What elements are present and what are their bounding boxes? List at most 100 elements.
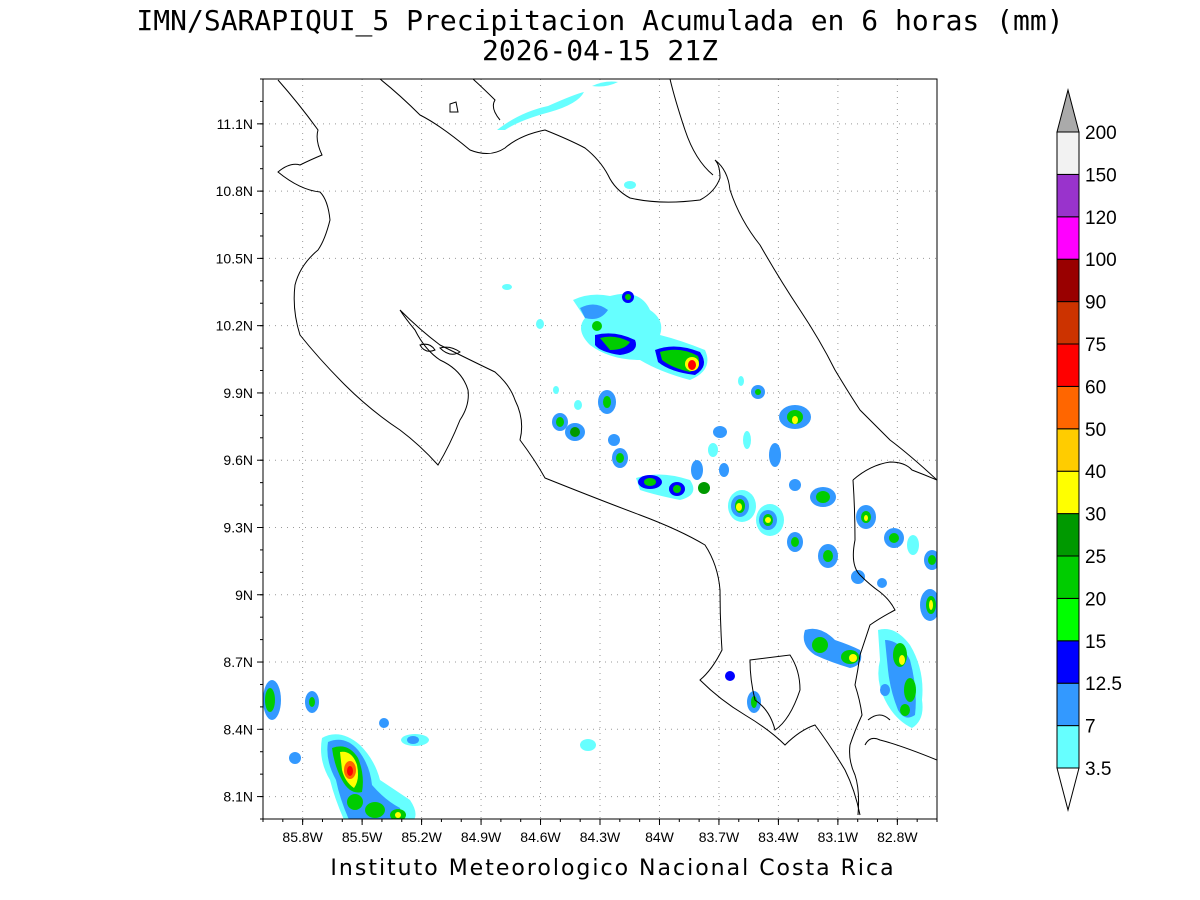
map-valid-time: 2026-04-15 21Z: [481, 34, 718, 67]
colorbar-swatch: [1056, 173, 1080, 218]
precip-patch: [708, 443, 718, 457]
precip-patch: [719, 463, 729, 477]
colorbar-swatch: [1056, 725, 1080, 769]
coastline: [749, 654, 801, 731]
lat-tick-label: 8.1N: [223, 789, 253, 805]
lon-tick-label: 85.5W: [342, 829, 383, 845]
latitude-ticks: 11.1N 10.8N 10.5N 10.2N 9.9N 9.6N 9.3N 9N 8.7N 8.…: [216, 78, 263, 820]
precip-patch: [929, 600, 933, 610]
precip-patch: [556, 417, 564, 427]
lon-tick-label: 84W: [645, 829, 675, 845]
colorbar-label: 20: [1085, 589, 1106, 610]
precip-patch: [889, 533, 899, 543]
precip-patch: [743, 431, 751, 449]
precip-patch: [592, 321, 602, 331]
precip-patch: [289, 752, 301, 764]
precip-patch: [713, 426, 727, 438]
precip-patch: [395, 812, 401, 818]
colorbar-swatch: [1056, 216, 1080, 260]
colorbar-swatch: [1056, 131, 1080, 175]
precip-patch: [553, 386, 559, 394]
precip-patch: [608, 434, 620, 446]
colorbar-swatch: [1056, 258, 1080, 303]
precip-patch: [900, 704, 910, 716]
lat-tick-label: 8.7N: [223, 654, 253, 670]
colorbar-swatch: [1056, 555, 1080, 599]
colorbar-label: 150: [1085, 165, 1117, 186]
precip-patch: [365, 802, 385, 818]
precip-patch: [570, 427, 580, 437]
precip-patch: [880, 684, 890, 696]
precip-patch: [823, 550, 833, 562]
precip-patch: [751, 696, 757, 708]
longitude-ticks: 85.8W 85.5W 85.2W 84.9W 84.6W 84.3W 84W 83.7W 83…: [262, 819, 938, 845]
coastline: [439, 346, 461, 355]
colorbar-label: 12.5: [1085, 674, 1122, 695]
colorbar-label: 25: [1085, 547, 1106, 568]
colorbar-over-triangle: [1056, 88, 1080, 133]
lat-tick-label: 9.3N: [223, 519, 253, 535]
precip-patch: [379, 718, 389, 728]
precip-patch: [688, 360, 696, 370]
precip-patch: [603, 396, 611, 408]
colorbar-label: 30: [1085, 505, 1106, 526]
colorbar-label: 90: [1085, 293, 1106, 314]
colorbar-swatch: [1056, 428, 1080, 472]
precip-patch: [812, 637, 828, 653]
colorbar-swatch: [1056, 470, 1080, 515]
coastline: [852, 461, 937, 481]
precip-patch: [616, 453, 624, 463]
lat-tick-label: 8.4N: [223, 721, 253, 737]
coastline: [379, 79, 937, 481]
lon-tick-label: 85.2W: [401, 829, 442, 845]
precip-patch: [600, 336, 630, 350]
precip-patch: [502, 284, 512, 290]
lon-tick-label: 84.6W: [520, 829, 561, 845]
graticule: [263, 79, 937, 819]
lon-tick-label: 82.8W: [877, 829, 918, 845]
coastlines: [277, 79, 937, 816]
precip-patch: [644, 478, 656, 486]
precip-patch: [407, 736, 419, 744]
colorbar-label: 75: [1085, 335, 1106, 356]
coastline: [669, 79, 714, 176]
colorbar-label: 120: [1085, 208, 1117, 229]
lat-tick-label: 11.1N: [217, 116, 253, 132]
colorbar-label: 40: [1085, 462, 1106, 483]
colorbar-label: 50: [1085, 420, 1106, 441]
colorbar-under-triangle: [1056, 767, 1080, 812]
lon-tick-label: 84.3W: [580, 829, 621, 845]
colorbar-label: 3.5: [1085, 759, 1111, 780]
map-title: IMN/SARAPIQUI_5 Precipitacion Acumulada …: [136, 4, 1064, 37]
precip-patch: [698, 482, 710, 494]
colorbar-label: 15: [1085, 632, 1106, 653]
colorbar-label: 100: [1085, 250, 1117, 271]
precip-patch: [624, 181, 636, 189]
precip-patch: [347, 794, 363, 810]
precip-patch: [592, 81, 618, 87]
precip-patch: [791, 537, 799, 547]
precip-patch: [765, 517, 771, 523]
precip-patch: [816, 491, 830, 503]
colorbar-swatch: [1056, 640, 1080, 684]
precip-patch: [625, 294, 631, 300]
colorbar-swatch: [1056, 597, 1080, 642]
precip-patch: [309, 697, 315, 707]
lon-tick-label: 84.9W: [461, 829, 502, 845]
precip-patch: [849, 654, 857, 662]
colorbar-label: 60: [1085, 377, 1106, 398]
precip-patch: [755, 389, 761, 395]
precip-patch: [580, 739, 596, 751]
precip-patch: [536, 319, 544, 329]
precip-patch: [736, 503, 742, 511]
precip-patch: [769, 443, 781, 467]
lon-tick-label: 85.8W: [282, 829, 323, 845]
colorbar-label: 200: [1085, 123, 1117, 144]
lat-tick-label: 9N: [235, 587, 253, 603]
coastline: [277, 79, 861, 816]
lon-tick-label: 83.7W: [699, 829, 740, 845]
precip-patch: [347, 766, 353, 776]
colorbar-swatch: [1056, 343, 1080, 387]
coastline: [419, 343, 436, 352]
